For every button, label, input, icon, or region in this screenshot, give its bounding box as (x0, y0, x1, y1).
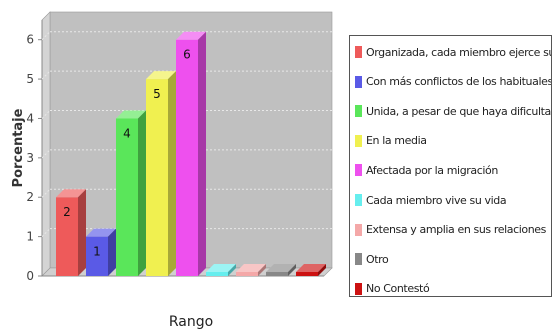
y-tick-label: 2 (26, 190, 34, 204)
grid-line (41, 31, 51, 41)
legend-swatch (355, 134, 362, 147)
bar (146, 71, 176, 276)
bar-data-label: 4 (123, 126, 131, 140)
bar-top (236, 264, 266, 272)
side-wall (41, 11, 51, 277)
grid-line (41, 110, 51, 119)
y-tick-label: 0 (26, 269, 34, 283)
bar-top (296, 264, 326, 272)
legend-swatch (355, 253, 362, 266)
bar-top (146, 71, 176, 80)
legend-item: Cada miembro vive su vida (355, 193, 507, 207)
y-axis-ticks: 0 1 2 3 4 5 6 (26, 33, 42, 283)
legend: Organizada, cada miembro ejerce su funci… (349, 35, 552, 297)
y-tick-label: 4 (26, 111, 34, 125)
data-labels: 2 1 4 5 6 (63, 48, 191, 259)
grid-line (41, 149, 51, 159)
bar-front (56, 197, 78, 276)
bars (56, 31, 326, 277)
y-tick-label: 6 (26, 33, 34, 47)
bar (56, 189, 86, 276)
legend-item: Otro (355, 252, 389, 266)
bar-side (168, 71, 176, 276)
grid-line (41, 228, 51, 237)
legend-swatch (355, 105, 362, 118)
bar-top (176, 31, 206, 40)
bar-side (228, 264, 236, 276)
bar-front (236, 272, 258, 276)
legend-swatch (355, 194, 362, 206)
legend-label: Extensa y amplia en sus relaciones (366, 223, 546, 237)
bar (296, 264, 326, 276)
bar (236, 264, 266, 276)
legend-label: Unida, a pesar de que haya dificultades (366, 104, 552, 118)
bar-front (86, 236, 108, 276)
bar-top (116, 110, 146, 119)
legend-label: En la media (366, 134, 427, 148)
y-axis-title: Porcentaje (11, 108, 26, 187)
legend-label: Con más conflictos de los habituales (366, 75, 552, 89)
bar-top (266, 264, 296, 272)
legend-item: Extensa y amplia en sus relaciones (355, 223, 546, 237)
legend-item: Afectada por la migración (355, 163, 498, 177)
bar (86, 228, 116, 276)
legend-item: Unida, a pesar de que haya dificultades (355, 104, 552, 118)
grid-line (41, 70, 51, 80)
legend-label: Otro (366, 252, 389, 266)
legend-item: Con más conflictos de los habituales (355, 75, 552, 89)
y-tick-label: 3 (26, 151, 34, 165)
bar-side (258, 264, 266, 276)
legend-label: No Contestó (366, 282, 430, 296)
bar-top (56, 189, 86, 198)
bar-top (86, 228, 116, 237)
bar (116, 110, 146, 276)
bar-top (206, 264, 236, 272)
legend-swatch (355, 46, 362, 58)
legend-item: Organizada, cada miembro ejerce su funci… (355, 45, 551, 59)
legend-item: En la media (355, 134, 427, 148)
legend-label: Organizada, cada miembro ejerce su funci… (366, 45, 551, 59)
bar-data-label: 5 (153, 87, 161, 101)
legend-swatch (355, 282, 362, 295)
legend-label: Afectada por la migración (366, 163, 498, 177)
legend-swatch (355, 164, 362, 177)
bar-data-label: 2 (63, 205, 71, 219)
bar-front (146, 79, 168, 276)
bar-side (78, 189, 86, 276)
bar-side (318, 264, 326, 276)
bar-front (296, 272, 318, 276)
bar-front (206, 272, 228, 276)
legend-swatch (355, 223, 362, 236)
bar-data-label: 6 (183, 48, 191, 62)
x-axis-title: Rango (169, 314, 213, 330)
bar-side (138, 110, 146, 276)
bar-side (198, 31, 206, 277)
bar-front (176, 39, 198, 276)
legend-label: Cada miembro vive su vida (366, 193, 507, 207)
bar-front (116, 118, 138, 276)
legend-item: No Contestó (355, 282, 430, 296)
y-tick-label: 1 (26, 230, 34, 244)
bar-front (266, 272, 288, 276)
bar (266, 264, 296, 276)
legend-swatch (355, 75, 362, 88)
bar-data-label: 1 (93, 245, 101, 259)
bar (176, 31, 206, 277)
bar (206, 264, 236, 276)
grid-line (41, 188, 51, 198)
bar-side (288, 264, 296, 276)
bar-side (108, 228, 116, 276)
y-tick-label: 5 (26, 72, 34, 86)
